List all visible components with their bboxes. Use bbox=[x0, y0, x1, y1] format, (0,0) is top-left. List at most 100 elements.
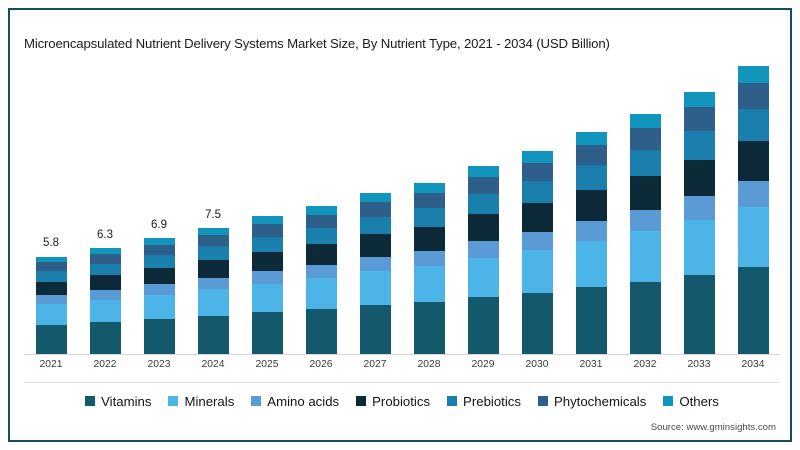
bar-segment-minerals[interactable] bbox=[521, 250, 553, 293]
bar-segment-minerals[interactable] bbox=[683, 219, 715, 275]
bar-segment-others[interactable] bbox=[359, 192, 391, 203]
bar-segment-minerals[interactable] bbox=[467, 257, 499, 298]
bar-segment-phytochemicals[interactable] bbox=[89, 254, 121, 264]
bar-segment-minerals[interactable] bbox=[629, 231, 661, 282]
bar-segment-amino-acids[interactable] bbox=[413, 250, 445, 267]
bar-segment-phytochemicals[interactable] bbox=[629, 127, 661, 150]
bar-segment-probiotics[interactable] bbox=[305, 244, 337, 266]
bar-segment-prebiotics[interactable] bbox=[35, 270, 67, 282]
bar-segment-phytochemicals[interactable] bbox=[359, 202, 391, 217]
bar-segment-probiotics[interactable] bbox=[197, 260, 229, 279]
bar-segment-others[interactable] bbox=[35, 256, 67, 263]
bar-segment-minerals[interactable] bbox=[575, 240, 607, 288]
bar-segment-minerals[interactable] bbox=[143, 294, 175, 320]
bar-segment-vitamins[interactable] bbox=[413, 302, 445, 354]
bar-segment-others[interactable] bbox=[467, 165, 499, 177]
bar-segment-probiotics[interactable] bbox=[683, 159, 715, 197]
legend-item-prebiotics[interactable]: Prebiotics bbox=[447, 394, 521, 409]
bar-segment-probiotics[interactable] bbox=[629, 175, 661, 210]
bar-segment-phytochemicals[interactable] bbox=[251, 224, 283, 237]
bar-segment-amino-acids[interactable] bbox=[521, 231, 553, 251]
bar-segment-others[interactable] bbox=[737, 66, 769, 84]
bar-segment-amino-acids[interactable] bbox=[467, 240, 499, 258]
bar-segment-minerals[interactable] bbox=[197, 289, 229, 316]
bar-segment-others[interactable] bbox=[251, 216, 283, 225]
bar-segment-probiotics[interactable] bbox=[89, 275, 121, 291]
bar-segment-vitamins[interactable] bbox=[737, 267, 769, 354]
bar-segment-phytochemicals[interactable] bbox=[683, 107, 715, 131]
bar-segment-amino-acids[interactable] bbox=[251, 271, 283, 284]
legend-item-others[interactable]: Others bbox=[663, 394, 719, 409]
bar-segment-probiotics[interactable] bbox=[575, 189, 607, 221]
bar-segment-probiotics[interactable] bbox=[143, 267, 175, 285]
bar-segment-minerals[interactable] bbox=[737, 207, 769, 268]
bar-segment-vitamins[interactable] bbox=[197, 316, 229, 354]
bar-segment-minerals[interactable] bbox=[251, 283, 283, 313]
bar-segment-amino-acids[interactable] bbox=[629, 209, 661, 232]
bar-segment-prebiotics[interactable] bbox=[575, 165, 607, 190]
bar-segment-prebiotics[interactable] bbox=[197, 246, 229, 261]
bar-segment-amino-acids[interactable] bbox=[575, 220, 607, 241]
bar-segment-prebiotics[interactable] bbox=[467, 193, 499, 215]
bar-segment-others[interactable] bbox=[683, 91, 715, 108]
bar-segment-amino-acids[interactable] bbox=[143, 284, 175, 295]
bar-segment-vitamins[interactable] bbox=[89, 322, 121, 354]
bar-segment-probiotics[interactable] bbox=[251, 251, 283, 272]
bar-segment-prebiotics[interactable] bbox=[89, 263, 121, 276]
bar-segment-others[interactable] bbox=[143, 238, 175, 245]
bar-segment-amino-acids[interactable] bbox=[197, 278, 229, 290]
bar-segment-amino-acids[interactable] bbox=[359, 256, 391, 272]
legend-item-vitamins[interactable]: Vitamins bbox=[85, 394, 151, 409]
bar-segment-minerals[interactable] bbox=[305, 278, 337, 310]
bar-segment-vitamins[interactable] bbox=[683, 274, 715, 354]
bar-segment-vitamins[interactable] bbox=[575, 287, 607, 354]
bar-segment-minerals[interactable] bbox=[35, 304, 67, 325]
bar-segment-vitamins[interactable] bbox=[359, 305, 391, 354]
bar-segment-probiotics[interactable] bbox=[737, 140, 769, 182]
legend-item-amino-acids[interactable]: Amino acids bbox=[251, 394, 339, 409]
bar-segment-amino-acids[interactable] bbox=[35, 295, 67, 305]
bar-segment-phytochemicals[interactable] bbox=[737, 83, 769, 110]
bar-segment-vitamins[interactable] bbox=[35, 324, 67, 354]
bar-segment-amino-acids[interactable] bbox=[737, 181, 769, 208]
bar-segment-minerals[interactable] bbox=[89, 299, 121, 323]
bar-segment-vitamins[interactable] bbox=[629, 281, 661, 354]
bar-segment-others[interactable] bbox=[575, 132, 607, 146]
bar-segment-others[interactable] bbox=[413, 182, 445, 193]
bar-segment-others[interactable] bbox=[521, 150, 553, 163]
bar-segment-phytochemicals[interactable] bbox=[575, 145, 607, 166]
bar-segment-probiotics[interactable] bbox=[35, 281, 67, 296]
bar-segment-minerals[interactable] bbox=[413, 266, 445, 303]
bar-segment-minerals[interactable] bbox=[359, 271, 391, 306]
bar-segment-amino-acids[interactable] bbox=[305, 265, 337, 279]
bar-segment-prebiotics[interactable] bbox=[359, 216, 391, 235]
bar-segment-prebiotics[interactable] bbox=[305, 228, 337, 245]
legend-item-probiotics[interactable]: Probiotics bbox=[356, 394, 430, 409]
bar-segment-vitamins[interactable] bbox=[521, 292, 553, 354]
bar-segment-prebiotics[interactable] bbox=[413, 208, 445, 227]
bar-segment-others[interactable] bbox=[89, 248, 121, 255]
bar-segment-phytochemicals[interactable] bbox=[35, 262, 67, 271]
bar-segment-probiotics[interactable] bbox=[467, 214, 499, 241]
bar-segment-probiotics[interactable] bbox=[359, 234, 391, 257]
bar-segment-prebiotics[interactable] bbox=[737, 109, 769, 141]
bar-segment-vitamins[interactable] bbox=[467, 297, 499, 354]
bar-segment-others[interactable] bbox=[305, 206, 337, 215]
bar-segment-probiotics[interactable] bbox=[413, 226, 445, 251]
bar-segment-probiotics[interactable] bbox=[521, 203, 553, 232]
bar-segment-prebiotics[interactable] bbox=[251, 236, 283, 252]
bar-segment-prebiotics[interactable] bbox=[521, 180, 553, 204]
bar-segment-prebiotics[interactable] bbox=[143, 255, 175, 268]
bar-segment-amino-acids[interactable] bbox=[683, 196, 715, 220]
bar-segment-prebiotics[interactable] bbox=[629, 149, 661, 176]
bar-segment-phytochemicals[interactable] bbox=[413, 192, 445, 209]
bar-segment-others[interactable] bbox=[629, 113, 661, 128]
bar-segment-phytochemicals[interactable] bbox=[521, 162, 553, 181]
bar-segment-vitamins[interactable] bbox=[305, 309, 337, 354]
bar-segment-vitamins[interactable] bbox=[143, 319, 175, 354]
bar-segment-phytochemicals[interactable] bbox=[305, 214, 337, 229]
bar-segment-others[interactable] bbox=[197, 227, 229, 235]
legend-item-minerals[interactable]: Minerals bbox=[168, 394, 234, 409]
bar-segment-phytochemicals[interactable] bbox=[467, 176, 499, 194]
bar-segment-vitamins[interactable] bbox=[251, 312, 283, 354]
